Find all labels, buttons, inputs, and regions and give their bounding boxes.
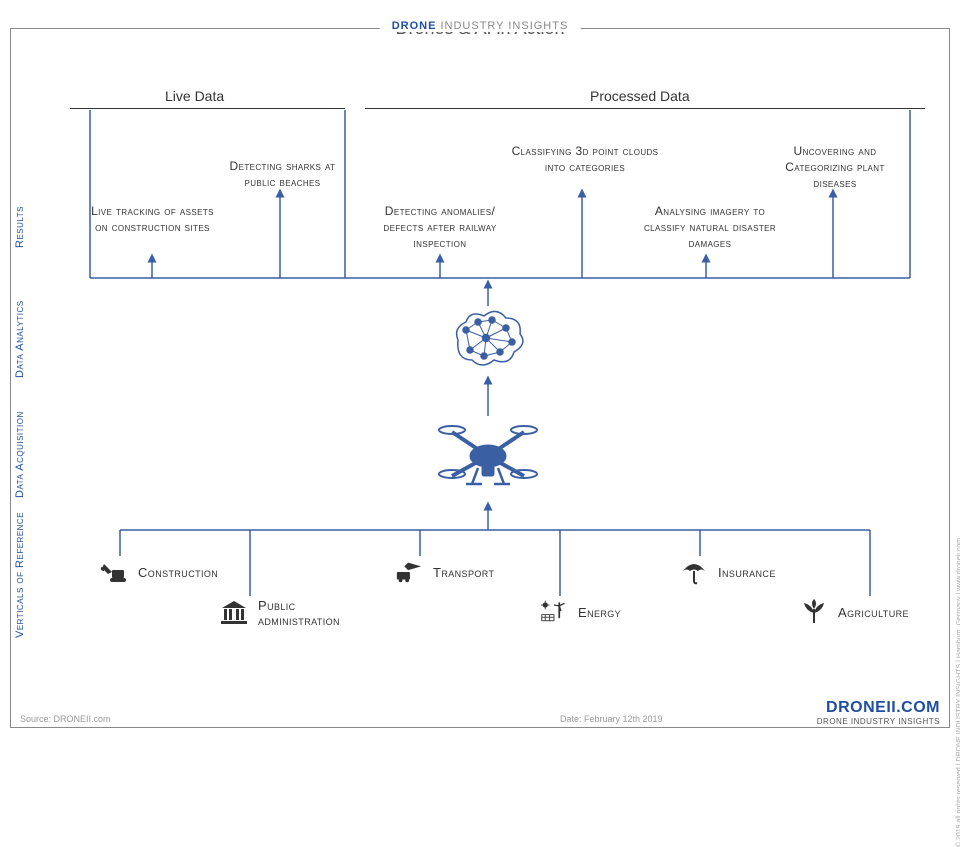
vertical-transport: Transport <box>395 558 494 586</box>
footer-logo: DRONEII.COM DRONE INDUSTRY INSIGHTS <box>817 699 940 726</box>
verticals-connector <box>0 18 960 738</box>
transport-icon <box>395 558 423 586</box>
energy-icon <box>540 598 568 626</box>
vertical-construction: Construction <box>100 558 218 586</box>
vertical-agriculture: Agriculture <box>800 598 909 626</box>
vertical-public-admin: Public administration <box>220 598 378 628</box>
vertical-label: Insurance <box>718 565 776 580</box>
vertical-label: Public administration <box>258 598 378 628</box>
vertical-label: Energy <box>578 605 621 620</box>
footer-date: Date: February 12th 2019 <box>560 714 663 724</box>
vertical-energy: Energy <box>540 598 621 626</box>
vertical-label: Transport <box>433 565 494 580</box>
vertical-label: Agriculture <box>838 605 909 620</box>
side-copyright: © 2019 all rights reserved | DRONE INDUS… <box>956 538 960 847</box>
vertical-label: Construction <box>138 565 218 580</box>
footer-logo-sub: DRONE INDUSTRY INSIGHTS <box>817 717 940 726</box>
footer-source: Source: DRONEII.com <box>20 714 111 724</box>
footer-logo-main: DRONEII.COM <box>817 699 940 717</box>
vertical-insurance: Insurance <box>680 558 776 586</box>
umbrella-icon <box>680 558 708 586</box>
plant-icon <box>800 598 828 626</box>
excavator-icon <box>100 558 128 586</box>
government-icon <box>220 599 248 627</box>
